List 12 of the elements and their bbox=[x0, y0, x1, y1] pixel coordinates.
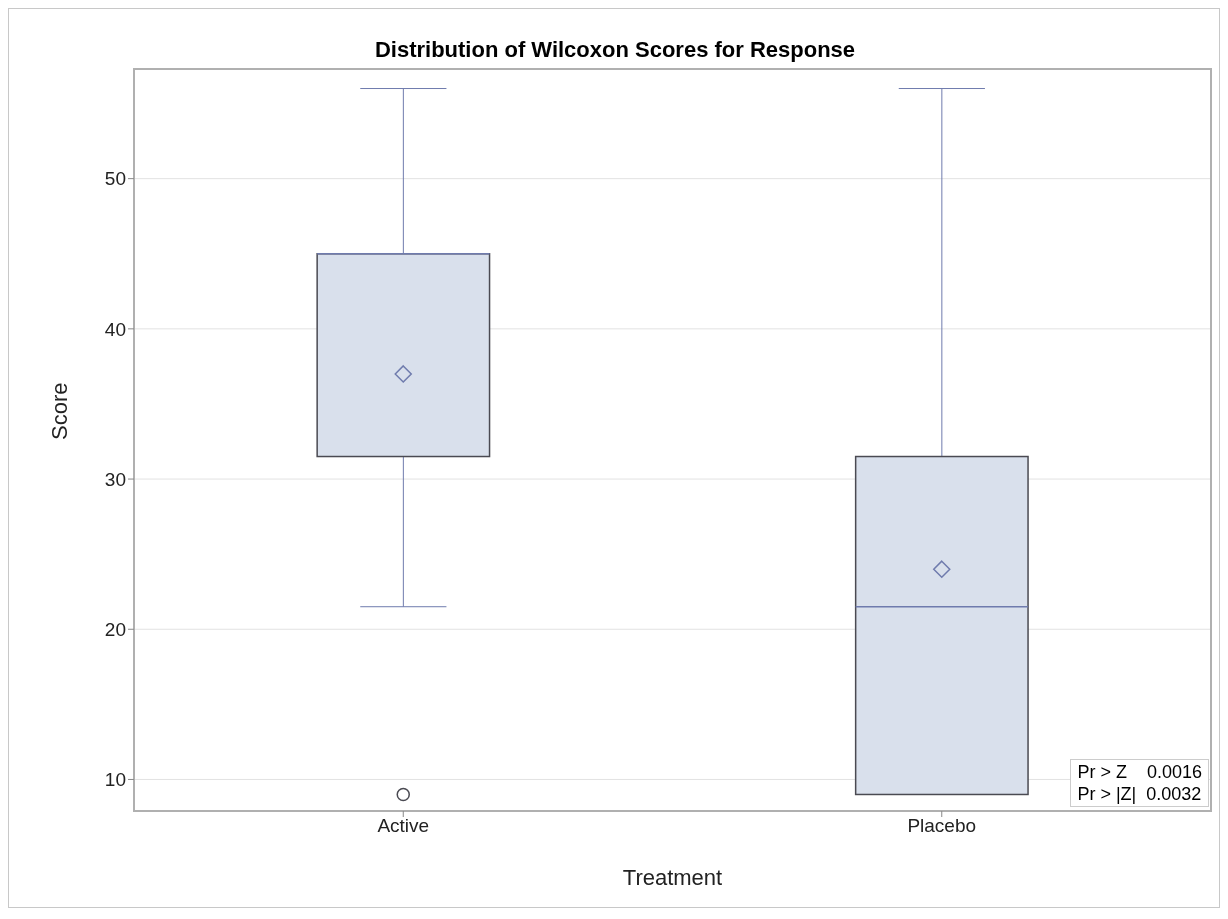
y-axis-title: Score bbox=[46, 382, 72, 440]
y-tick-label: 30 bbox=[104, 468, 126, 490]
y-tick-label: 10 bbox=[104, 769, 126, 791]
x-tick-label: Placebo bbox=[907, 815, 977, 837]
chart-title: Distribution of Wilcoxon Scores for Response bbox=[373, 37, 857, 63]
y-tick-label: 50 bbox=[104, 168, 126, 190]
x-axis-title: Treatment bbox=[622, 865, 723, 890]
annotation: Pr > |Z| 0.0032 bbox=[1077, 783, 1202, 805]
annotation: Pr > Z 0.0016 bbox=[1077, 761, 1202, 783]
x-tick-label: Active bbox=[377, 815, 430, 837]
y-tick-label: 40 bbox=[104, 318, 126, 340]
y-tick-label: 20 bbox=[104, 619, 126, 640]
